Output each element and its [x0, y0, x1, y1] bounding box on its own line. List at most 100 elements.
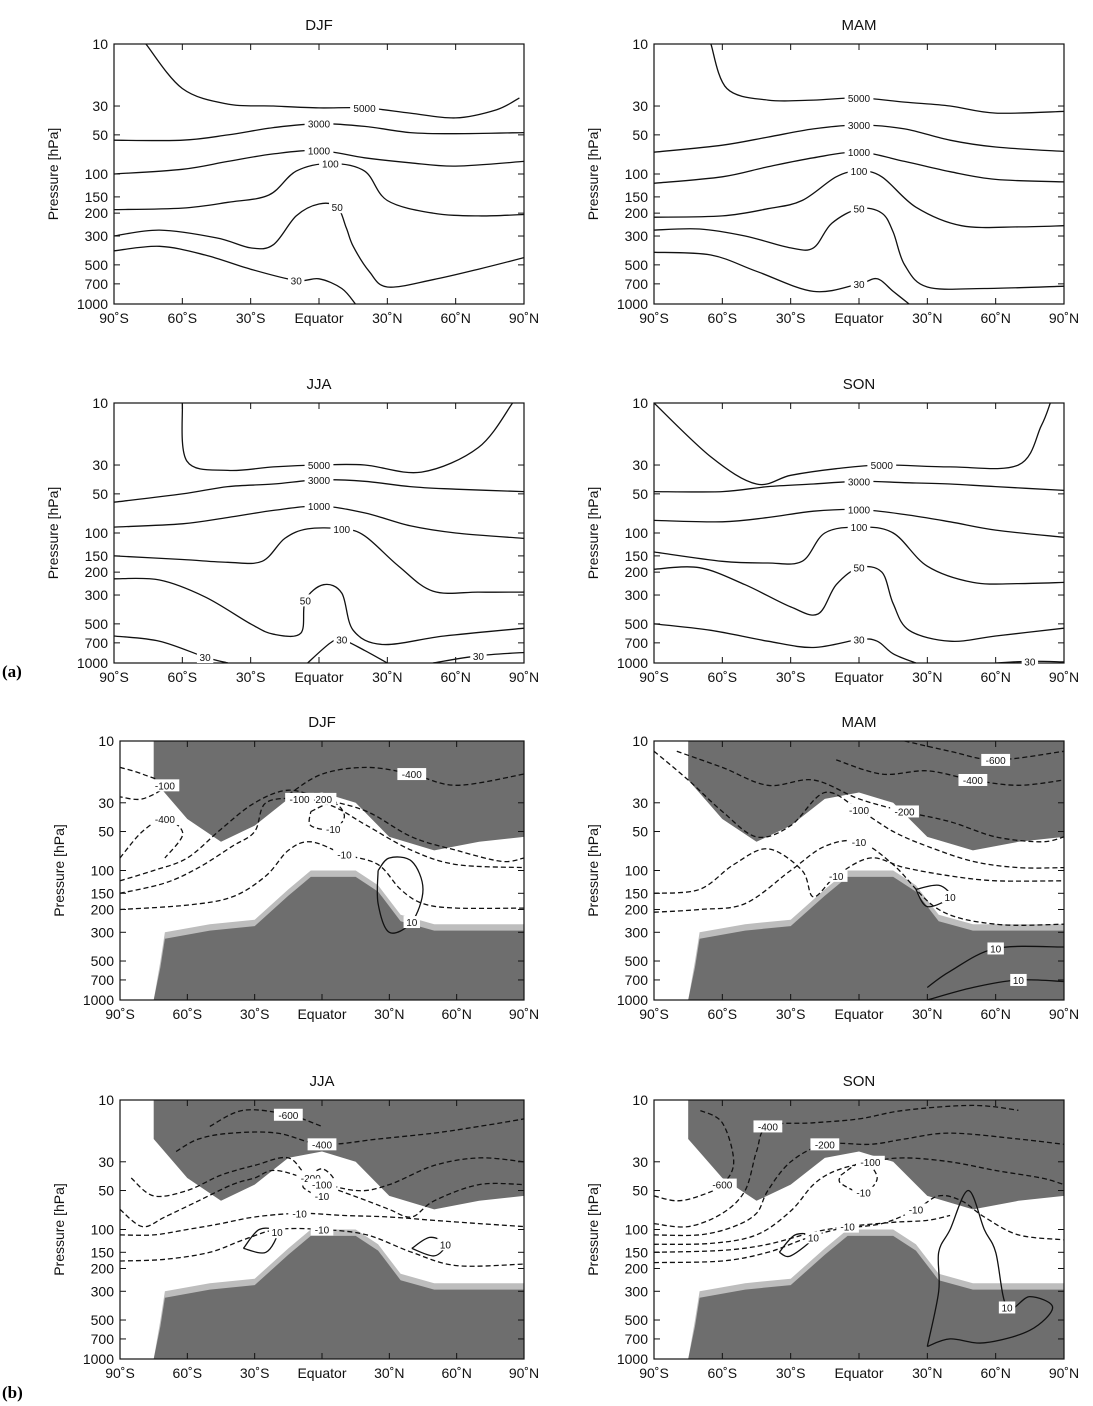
x-tick-label: 30˚S — [240, 1365, 270, 1381]
shade-dark-region — [654, 1235, 1064, 1359]
contour-label: 5000 — [871, 461, 894, 472]
contour-line-neg100 — [120, 797, 524, 894]
shade-dark-upper — [153, 741, 524, 851]
y-tick-label: 100 — [91, 1222, 115, 1238]
panel-title: JJA — [306, 376, 331, 393]
contour-label-bg — [844, 803, 874, 816]
contour-label: 30 — [853, 636, 865, 647]
x-tick-label: 60˚N — [441, 1006, 471, 1022]
contour-line-10 — [926, 945, 1064, 989]
contour-label-bg — [310, 1189, 334, 1202]
contour-label-bg — [850, 202, 868, 215]
y-tick-label: 100 — [625, 1222, 649, 1238]
y-tick-label: 200 — [91, 901, 115, 917]
contour-line-neg200 — [130, 1156, 524, 1198]
contour-label: 100 — [322, 159, 339, 170]
contour-line-neg400 — [175, 1118, 524, 1153]
contour-label-bg — [297, 594, 314, 607]
contour-label: -10 — [337, 850, 352, 861]
contour-line-neg600 — [209, 1109, 323, 1128]
contour-label: -10 — [856, 1189, 871, 1200]
y-tick-label: 1000 — [77, 655, 108, 671]
contour-line-30 — [654, 623, 917, 663]
contour-label-bg — [403, 916, 420, 929]
contour-label-bg — [285, 792, 314, 805]
y-tick-label: 10 — [632, 395, 648, 411]
y-tick-label: 50 — [98, 1183, 114, 1199]
y-tick-label: 30 — [92, 457, 108, 473]
contour-label: -10 — [315, 1226, 330, 1237]
contour-label: 30 — [291, 277, 303, 288]
shade-dark-region — [654, 876, 1064, 1000]
x-tick-label: 90˚S — [639, 1365, 669, 1381]
y-axis-label: Pressure [hPa] — [51, 1183, 67, 1276]
contour-label: 100 — [851, 523, 868, 534]
x-tick-label: 30˚N — [912, 669, 942, 685]
contour-label-bg — [958, 773, 988, 786]
contour-line-5000 — [654, 403, 1051, 486]
y-tick-label: 100 — [625, 525, 649, 541]
part-b-label: (b) — [2, 1383, 23, 1402]
x-tick-label: 30˚S — [236, 310, 266, 326]
contour-label: 30 — [473, 652, 485, 663]
contour-label: -600 — [278, 1111, 298, 1122]
contour-label-bg — [304, 117, 334, 130]
y-tick-label: 50 — [632, 127, 648, 143]
x-tick-label: Equator — [834, 310, 883, 326]
x-tick-label: 60˚S — [168, 310, 198, 326]
shade-dark-region — [120, 1235, 524, 1359]
x-tick-label: 30˚S — [236, 669, 266, 685]
x-tick-label: 90˚S — [639, 1006, 669, 1022]
y-tick-label: 200 — [625, 564, 649, 580]
y-tick-label: 300 — [91, 1283, 115, 1299]
x-tick-label: 30˚S — [776, 310, 806, 326]
contour-label-bg — [836, 1220, 859, 1233]
contour-label: -200 — [312, 795, 332, 806]
y-tick-label: 200 — [625, 1260, 649, 1276]
contour-label-bg — [310, 1223, 334, 1236]
shading-layer — [654, 1100, 1064, 1359]
contour-label: 1000 — [848, 506, 871, 517]
x-tick-label: 90˚N — [1049, 1006, 1079, 1022]
y-tick-label: 300 — [625, 1283, 649, 1299]
x-tick-label: 60˚N — [441, 1365, 471, 1381]
y-tick-label: 300 — [625, 924, 649, 940]
y-tick-label: 200 — [85, 564, 109, 580]
contour-label-bg — [847, 835, 871, 848]
contour-label-bg — [844, 503, 874, 516]
y-tick-label: 100 — [625, 166, 649, 182]
contour-label-bg — [1010, 973, 1027, 986]
contour-line-neg400 — [287, 766, 524, 796]
contour-label-bg — [824, 869, 848, 882]
contour-label-bg — [304, 473, 334, 486]
x-tick-label: 60˚N — [980, 1365, 1010, 1381]
contour-panel-b-djf: DJF 10 30 50 100 150 200 300 500 700 1000 90˚S 60˚S 3… — [6, 697, 554, 1040]
contour-label: 3000 — [848, 477, 871, 488]
x-tick-label: 30˚N — [372, 669, 402, 685]
y-tick-label: 30 — [632, 1154, 648, 1170]
y-tick-label: 1000 — [83, 1351, 114, 1367]
contour-label: 30 — [853, 280, 865, 291]
panel-title: SON — [843, 376, 876, 393]
shade-dark-region — [120, 876, 524, 1000]
x-tick-label: 30˚N — [912, 1365, 942, 1381]
x-tick-label: 60˚N — [980, 1006, 1010, 1022]
contour-line-neg10 — [654, 1194, 1064, 1264]
y-tick-label: 700 — [91, 972, 115, 988]
x-tick-label: 30˚S — [776, 669, 806, 685]
x-tick-label: 60˚S — [173, 1365, 203, 1381]
contour-line-100 — [114, 162, 524, 217]
y-tick-label: 300 — [625, 587, 649, 603]
contour-label: 100 — [851, 167, 868, 178]
contour-line-50 — [654, 565, 1064, 643]
contour-panel-b-son: SON 10 30 50 100 150 200 300 500 700 1000 90˚S 60˚S 3… — [540, 1056, 1093, 1399]
contour-line-100 — [654, 526, 1064, 585]
x-tick-label: 60˚S — [708, 310, 738, 326]
y-tick-label: 50 — [92, 486, 108, 502]
contour-label: 30 — [200, 653, 212, 664]
y-tick-label: 1000 — [77, 296, 108, 312]
